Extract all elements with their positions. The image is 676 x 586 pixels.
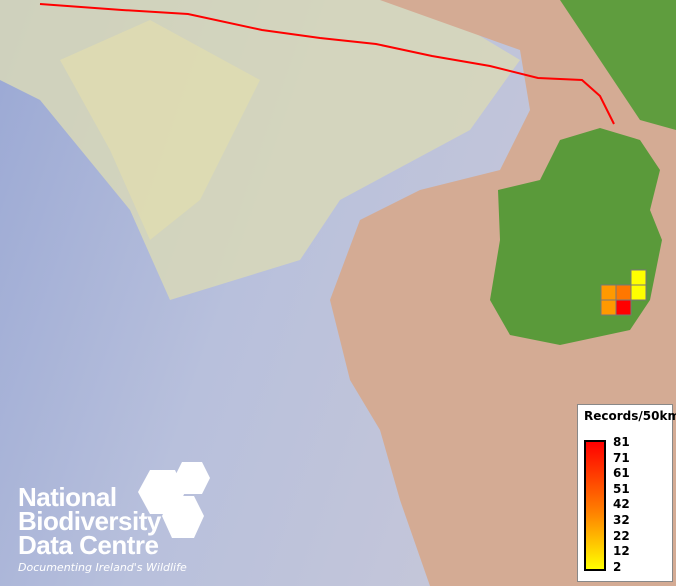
- grid-cell[interactable]: [630, 284, 647, 301]
- legend-color-bar: [584, 440, 606, 571]
- logo-tagline: Documenting Ireland's Wildlife: [18, 561, 187, 574]
- legend-title: Records/50km: [584, 409, 676, 423]
- land-scotland: [560, 0, 676, 130]
- legend-labels: 81 71 61 51 42 32 22 12 2: [613, 435, 630, 575]
- legend-label: 61: [613, 466, 630, 481]
- legend-label: 32: [613, 512, 630, 527]
- grid-cell[interactable]: [630, 269, 647, 286]
- grid-cell[interactable]: [615, 299, 632, 316]
- logo-hexagons-icon: [138, 462, 210, 538]
- legend-label: 42: [613, 497, 630, 512]
- eez-boundary: [39, 3, 615, 125]
- legend-label: 2: [613, 559, 622, 574]
- logo-line2: Biodiversity: [18, 506, 161, 536]
- grid-cell[interactable]: [600, 284, 617, 301]
- grid-cell[interactable]: [615, 284, 632, 301]
- logo-line3: Data Centre: [18, 530, 159, 560]
- nbdc-logo: National Biodiversity Data Centre Docume…: [18, 482, 187, 574]
- records-grid: [600, 269, 647, 316]
- legend-label: 71: [613, 450, 630, 465]
- legend-label: 22: [613, 528, 630, 543]
- bank: [60, 20, 260, 240]
- legend-label: 12: [613, 544, 630, 559]
- legend-label: 51: [613, 481, 630, 496]
- legend-label: 81: [613, 435, 630, 449]
- legend: Records/50km 81 71 61 51 42 32 22 12 2: [577, 404, 676, 582]
- grid-cell[interactable]: [600, 299, 617, 316]
- logo-line1: National: [18, 482, 117, 512]
